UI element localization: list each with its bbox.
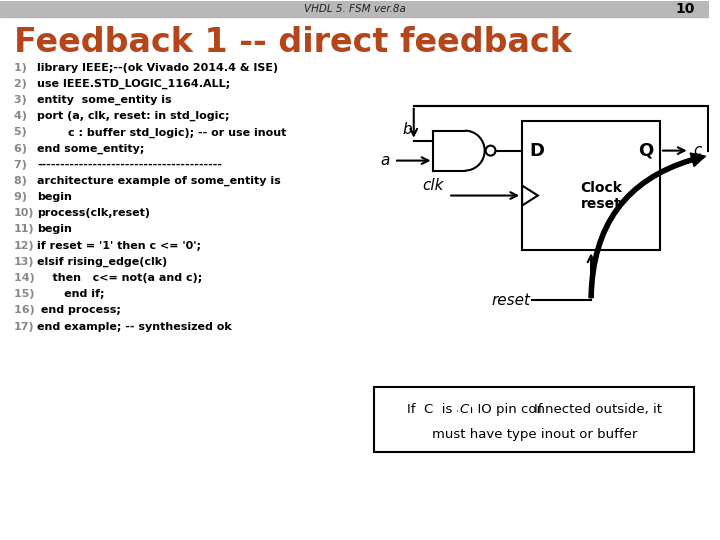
Text: Feedback 1 -- direct feedback: Feedback 1 -- direct feedback [14, 26, 572, 59]
Text: ----------------------------------------: ---------------------------------------- [37, 160, 222, 170]
Text: Clock: Clock [580, 180, 622, 194]
Text: If: If [534, 403, 547, 416]
Text: begin: begin [37, 192, 72, 202]
Text: C: C [460, 403, 469, 416]
Text: 9): 9) [14, 192, 31, 202]
Text: If  C  is an IO pin connected outside, it: If C is an IO pin connected outside, it [407, 403, 662, 416]
Text: use IEEE.STD_LOGIC_1164.ALL;: use IEEE.STD_LOGIC_1164.ALL; [37, 79, 230, 89]
Text: port (a, clk, reset: in std_logic;: port (a, clk, reset: in std_logic; [37, 111, 230, 122]
Text: process(clk,reset): process(clk,reset) [37, 208, 150, 218]
Text: 17): 17) [14, 321, 35, 332]
Text: 8): 8) [14, 176, 30, 186]
Text: 11): 11) [14, 225, 35, 234]
Text: architecture example of some_entity is: architecture example of some_entity is [37, 176, 282, 186]
Text: 15): 15) [14, 289, 42, 299]
Circle shape [486, 146, 495, 156]
Text: b: b [402, 122, 412, 137]
Text: D: D [529, 141, 544, 160]
Text: entity  some_entity is: entity some_entity is [37, 95, 172, 105]
Text: end if;: end if; [37, 289, 105, 299]
Text: 1): 1) [14, 63, 30, 73]
FancyArrowPatch shape [589, 153, 706, 298]
Text: end process;: end process; [37, 305, 121, 315]
Text: then   c<= not(a and c);: then c<= not(a and c); [37, 273, 203, 283]
Text: c: c [693, 143, 702, 158]
Text: end some_entity;: end some_entity; [37, 144, 145, 154]
Text: clk: clk [423, 178, 444, 193]
Bar [0, 1, 709, 17]
Text: 4): 4) [14, 111, 31, 122]
Text: end example; -- synthesized ok: end example; -- synthesized ok [37, 321, 232, 332]
Text: 5): 5) [14, 127, 30, 138]
Bar [374, 387, 695, 452]
Text: Q: Q [638, 141, 653, 160]
Text: reset: reset [491, 293, 530, 308]
Text: 16): 16) [14, 305, 38, 315]
Text: 10): 10) [14, 208, 35, 218]
Text: elsif rising_edge(clk): elsif rising_edge(clk) [37, 256, 168, 267]
Bar [522, 120, 660, 251]
Text: begin: begin [37, 225, 72, 234]
Text: reset: reset [580, 197, 621, 211]
Text: 3): 3) [14, 95, 30, 105]
Text: must have type inout or buffer: must have type inout or buffer [432, 428, 637, 441]
Polygon shape [522, 186, 538, 206]
Text: library IEEE;--(ok Vivado 2014.4 & ISE): library IEEE;--(ok Vivado 2014.4 & ISE) [37, 63, 279, 73]
Text: 12): 12) [14, 241, 35, 251]
Text: 14): 14) [14, 273, 42, 283]
Text: 6): 6) [14, 144, 31, 153]
Text: a: a [381, 153, 390, 168]
Text: VHDL 5. FSM ver.8a: VHDL 5. FSM ver.8a [304, 4, 405, 14]
Text: 7): 7) [14, 160, 30, 170]
Text: c : buffer std_logic); -- or use inout: c : buffer std_logic); -- or use inout [37, 127, 287, 138]
Text: 2): 2) [14, 79, 30, 89]
Text: 10: 10 [675, 2, 694, 16]
Text: if reset = '1' then c <= '0';: if reset = '1' then c <= '0'; [37, 241, 202, 251]
Text: 13): 13) [14, 257, 35, 267]
